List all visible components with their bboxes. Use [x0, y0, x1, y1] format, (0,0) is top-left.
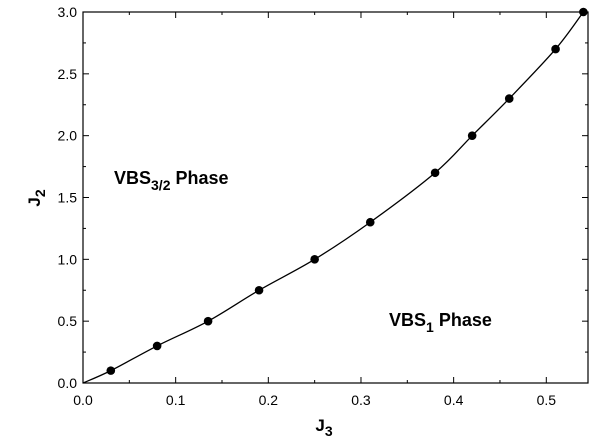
y-axis-title: J2	[25, 189, 48, 206]
data-point	[203, 316, 213, 326]
y-tick-label: 2.5	[58, 66, 78, 82]
x-tick-label: 0.3	[351, 392, 371, 408]
x-tick-label: 0.0	[73, 392, 93, 408]
data-point	[152, 341, 162, 351]
x-axis-title-sub: 3	[325, 423, 333, 439]
data-point	[579, 7, 588, 17]
annotation-sub: 1	[426, 319, 434, 335]
phase-boundary-line	[82, 11, 584, 384]
tick-labels: 0.0 0.1 0.2 0.3 0.4 0.5 0.0 0.5 1.0 1.5 2.0 2.5 3.0	[58, 4, 557, 408]
x-tick-label: 0.2	[259, 392, 279, 408]
data-point	[504, 94, 514, 103]
plot-frame	[82, 11, 589, 384]
vbs-one-phase-label: VBS1 Phase	[389, 310, 492, 335]
data-point	[254, 285, 264, 295]
y-tick-label: 1.0	[58, 251, 78, 267]
y-tick-label: 1.5	[58, 190, 78, 206]
data-points	[106, 7, 588, 375]
x-axis-title-main: J	[315, 416, 324, 435]
data-point	[430, 168, 440, 178]
annotation-main: VBS	[114, 168, 151, 188]
x-tick-label: 0.1	[166, 392, 186, 408]
annotation-rest: Phase	[434, 310, 492, 330]
data-point	[551, 44, 560, 54]
y-tick-label: 0.0	[58, 375, 78, 391]
data-point	[365, 217, 375, 227]
vbs-three-halves-phase-label: VBS3/2 Phase	[114, 168, 229, 193]
annotation-sub: 3/2	[151, 177, 171, 193]
y-tick-label: 2.0	[58, 128, 78, 144]
x-tick-label: 0.5	[537, 392, 557, 408]
data-point	[106, 366, 116, 375]
y-axis-title-sub: 2	[32, 189, 48, 197]
y-tick-label: 0.5	[58, 313, 78, 329]
data-point	[310, 255, 319, 264]
annotation-rest: Phase	[170, 168, 228, 188]
x-axis-title: J3	[315, 416, 332, 439]
data-point	[467, 131, 477, 140]
annotation-main: VBS	[389, 310, 426, 330]
y-axis-title-main: J	[25, 197, 44, 206]
tick-marks	[82, 11, 588, 384]
y-tick-label: 3.0	[58, 4, 78, 20]
x-tick-label: 0.4	[444, 392, 464, 408]
